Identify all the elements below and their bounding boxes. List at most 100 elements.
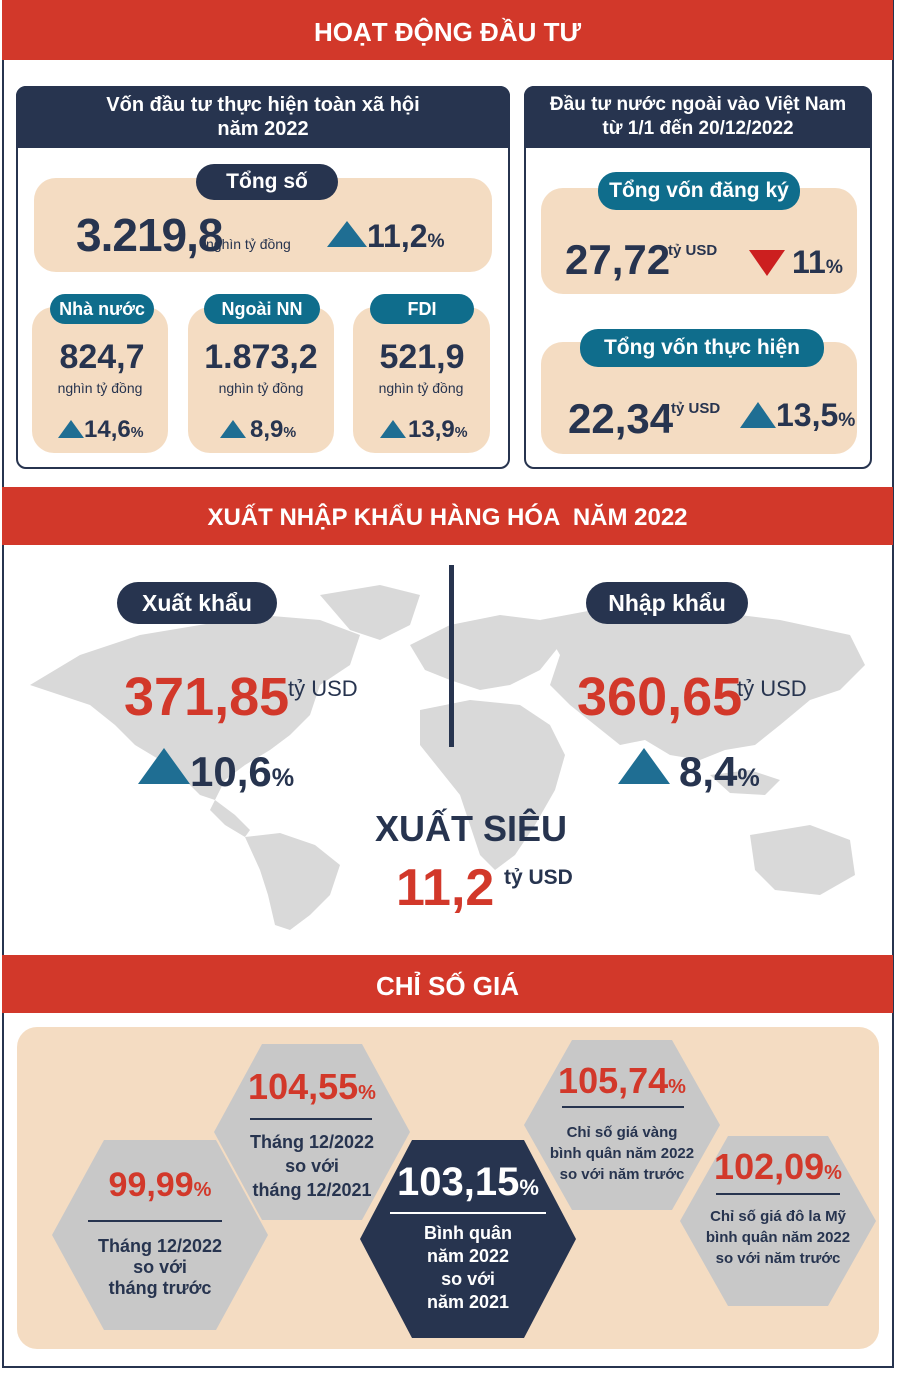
trade-divider <box>449 565 454 747</box>
state-label: Nhà nước <box>50 294 154 324</box>
usd-divider <box>716 1193 840 1195</box>
yoy-divider <box>250 1118 372 1120</box>
percent-sign: % <box>427 231 445 252</box>
social-investment-title: Vốn đầu tư thực hiện toàn xã hội năm 202… <box>16 86 510 148</box>
arrow-up-icon <box>220 420 246 438</box>
mom-caption-line3: tháng trước <box>108 1278 212 1298</box>
yoy-caption-line2: so với <box>285 1156 339 1176</box>
registered-unit: tỷ USD <box>668 242 718 259</box>
percent-sign: % <box>519 1175 539 1200</box>
percent-sign: % <box>838 410 856 431</box>
avg-caption-line4: năm 2021 <box>426 1292 510 1312</box>
percent-sign: % <box>825 257 843 278</box>
fdi-change-value: 13,9 <box>408 416 455 443</box>
arrow-up-icon <box>740 402 776 428</box>
avg-value: 103,15% <box>370 1160 566 1205</box>
total-change-value: 11,2 <box>367 218 428 254</box>
state-unit: nghìn tỷ đồng <box>57 380 143 396</box>
arrow-down-icon <box>749 250 785 276</box>
avg-caption-line1: Bình quân <box>424 1223 512 1243</box>
fdi-change: 13,9% <box>408 416 468 444</box>
registered-change-value: 11 <box>792 244 826 280</box>
fdi-title-line2: từ 1/1 đến 20/12/2022 <box>602 118 794 139</box>
prices-banner: CHỈ SỐ GIÁ <box>2 955 893 1013</box>
mom-caption-line2: so với <box>133 1257 187 1277</box>
non-state-value: 1.873,2 <box>204 338 318 376</box>
percent-sign: % <box>824 1162 842 1184</box>
gold-value: 105,74% <box>532 1060 712 1102</box>
fdi-title: Đầu tư nước ngoài vào Việt Nam từ 1/1 đế… <box>524 86 872 148</box>
prices-banner-title: CHỈ SỐ GIÁ <box>375 971 519 1001</box>
yoy-caption-line3: tháng 12/2021 <box>252 1180 372 1200</box>
usd-caption-line3: so với năm trước <box>715 1250 841 1267</box>
usd-caption: Chỉ số giá đô la Mỹ bình quân năm 2022 s… <box>688 1206 868 1269</box>
percent-sign: % <box>358 1082 376 1104</box>
avg-divider <box>390 1212 546 1214</box>
mom-caption: Tháng 12/2022 so với tháng trước <box>72 1236 248 1299</box>
import-change-value: 8,4 <box>679 748 738 795</box>
avg-caption-line3: so với <box>441 1269 495 1289</box>
gold-caption: Chỉ số giá vàng bình quân năm 2022 so vớ… <box>532 1122 712 1185</box>
state-card <box>32 307 168 453</box>
registered-label-text: Tổng vốn đăng ký <box>609 179 789 202</box>
surplus-unit: tỷ USD <box>504 866 573 889</box>
yoy-caption: Tháng 12/2022 so với tháng 12/2021 <box>222 1130 402 1202</box>
non-state-change-value: 8,9 <box>250 416 284 443</box>
hexagon-gold <box>524 1040 720 1210</box>
export-change: 10,6% <box>190 748 294 796</box>
state-change: 14,6% <box>84 416 144 444</box>
usd-caption-line1: Chỉ số giá đô la Mỹ <box>710 1208 846 1225</box>
trade-banner-title: XUẤT NHẬP KHẨU HÀNG HÓA NĂM 2022 <box>207 504 688 531</box>
arrow-up-icon <box>327 221 367 247</box>
surplus-value: 11,2 <box>396 859 495 917</box>
surplus-label: XUẤT SIÊU <box>375 808 568 849</box>
non-state-label: Ngoài NN <box>204 294 320 324</box>
implemented-change: 13,5% <box>776 397 855 434</box>
investment-banner: HOẠT ĐỘNG ĐẦU TƯ <box>2 0 893 60</box>
import-value: 360,65 <box>577 667 743 727</box>
registered-change: 11% <box>792 244 843 281</box>
state-value: 824,7 <box>59 338 145 376</box>
mom-value: 99,99% <box>72 1166 248 1205</box>
investment-banner-title: HOẠT ĐỘNG ĐẦU TƯ <box>313 17 582 47</box>
fdi-label-text: FDI <box>407 298 437 319</box>
import-unit: tỷ USD <box>737 676 807 701</box>
hexagon-year-on-year <box>214 1044 410 1220</box>
mom-divider <box>88 1220 222 1222</box>
implemented-label: Tổng vốn thực hiện <box>580 329 824 367</box>
avg-caption-line2: năm 2022 <box>426 1246 510 1266</box>
social-title-line2: năm 2022 <box>217 118 309 140</box>
fdi-card <box>353 307 490 453</box>
import-label-text: Nhập khẩu <box>608 589 726 616</box>
state-change-value: 14,6 <box>84 416 131 443</box>
non-state-card <box>188 307 334 453</box>
social-title-line1: Vốn đầu tư thực hiện toàn xã hội <box>106 94 420 116</box>
registered-value: 27,72 <box>565 236 671 283</box>
non-state-label-text: Ngoài NN <box>221 298 303 319</box>
percent-sign: % <box>193 1179 212 1201</box>
non-state-unit: nghìn tỷ đồng <box>218 380 304 396</box>
fdi-unit: nghìn tỷ đồng <box>378 380 464 396</box>
import-label: Nhập khẩu <box>586 582 748 624</box>
total-label: Tổng số <box>196 164 338 200</box>
gold-caption-line2: bình quân năm 2022 <box>549 1145 695 1162</box>
usd-value-number: 102,09 <box>714 1146 825 1187</box>
total-unit: nghìn tỷ đồng <box>206 236 291 252</box>
implemented-label-text: Tổng vốn thực hiện <box>603 336 801 359</box>
percent-sign: % <box>454 425 468 441</box>
total-label-text: Tổng số <box>226 170 308 193</box>
mom-caption-line1: Tháng 12/2022 <box>97 1236 223 1256</box>
percent-sign: % <box>130 425 144 441</box>
percent-sign: % <box>737 764 760 792</box>
total-change: 11,2% <box>367 218 445 255</box>
avg-caption: Bình quân năm 2022 so với năm 2021 <box>370 1222 566 1314</box>
percent-sign: % <box>668 1076 686 1098</box>
yoy-value: 104,55% <box>222 1066 402 1108</box>
usd-caption-line2: bình quân năm 2022 <box>705 1229 851 1246</box>
fdi-value: 521,9 <box>379 338 465 376</box>
yoy-caption-line1: Tháng 12/2022 <box>249 1132 375 1152</box>
hexagon-usd <box>680 1136 876 1306</box>
gold-divider <box>562 1106 684 1108</box>
implemented-change-value: 13,5 <box>776 397 839 433</box>
